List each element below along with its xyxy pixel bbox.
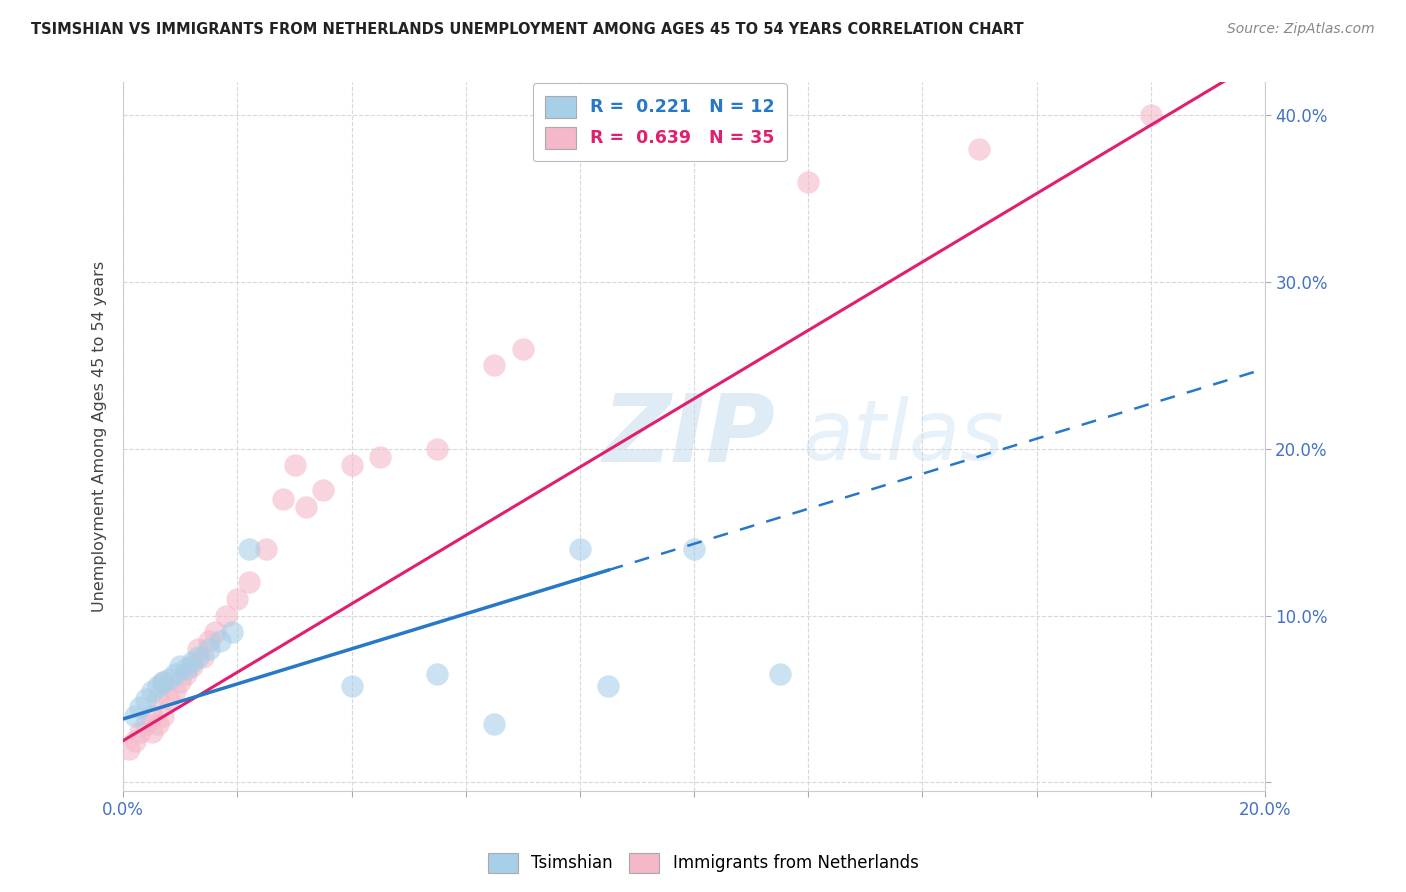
Point — [118, 742, 141, 756]
Point — [238, 575, 260, 590]
Point — [683, 541, 706, 556]
Point — [238, 541, 260, 556]
Point — [426, 666, 449, 681]
Text: TSIMSHIAN VS IMMIGRANTS FROM NETHERLANDS UNEMPLOYMENT AMONG AGES 45 TO 54 YEARS : TSIMSHIAN VS IMMIGRANTS FROM NETHERLANDS… — [31, 22, 1024, 37]
Legend: R =  0.221   N = 12, R =  0.639   N = 35: R = 0.221 N = 12, R = 0.639 N = 35 — [533, 84, 787, 161]
Y-axis label: Unemployment Among Ages 45 to 54 years: Unemployment Among Ages 45 to 54 years — [93, 260, 107, 612]
Point — [426, 442, 449, 456]
Point — [152, 708, 174, 723]
Point — [141, 683, 163, 698]
Point — [340, 679, 363, 693]
Point — [271, 491, 294, 506]
Point — [598, 679, 620, 693]
Point — [484, 359, 506, 373]
Point — [568, 541, 591, 556]
Point — [312, 483, 335, 498]
Point — [180, 658, 202, 673]
Point — [204, 625, 226, 640]
Point — [141, 708, 163, 723]
Point — [797, 175, 820, 189]
Point — [141, 725, 163, 739]
Point — [283, 458, 305, 473]
Point — [186, 641, 208, 656]
Point — [512, 342, 534, 356]
Point — [209, 633, 232, 648]
Point — [135, 717, 157, 731]
Point — [169, 658, 191, 673]
Point — [152, 675, 174, 690]
Point — [135, 692, 157, 706]
Point — [174, 666, 197, 681]
Point — [124, 733, 146, 747]
Point — [215, 608, 238, 623]
Point — [169, 675, 191, 690]
Text: atlas: atlas — [803, 396, 1004, 476]
Point — [295, 500, 318, 515]
Point — [157, 672, 180, 686]
Point — [157, 692, 180, 706]
Point — [226, 591, 249, 606]
Point — [129, 700, 152, 714]
Point — [368, 450, 391, 464]
Point — [152, 675, 174, 690]
Point — [174, 662, 197, 676]
Point — [163, 683, 186, 698]
Point — [180, 655, 202, 669]
Point — [198, 633, 221, 648]
Point — [163, 666, 186, 681]
Point — [124, 708, 146, 723]
Point — [969, 142, 991, 156]
Point — [146, 692, 169, 706]
Point — [254, 541, 277, 556]
Point — [193, 650, 215, 665]
Point — [484, 717, 506, 731]
Point — [146, 717, 169, 731]
Legend: Tsimshian, Immigrants from Netherlands: Tsimshian, Immigrants from Netherlands — [481, 847, 925, 880]
Point — [769, 666, 792, 681]
Point — [221, 625, 243, 640]
Text: Source: ZipAtlas.com: Source: ZipAtlas.com — [1227, 22, 1375, 37]
Point — [340, 458, 363, 473]
Text: ZIP: ZIP — [603, 391, 776, 483]
Point — [129, 725, 152, 739]
Point — [186, 650, 208, 665]
Point — [146, 679, 169, 693]
Point — [198, 641, 221, 656]
Point — [1139, 108, 1161, 122]
